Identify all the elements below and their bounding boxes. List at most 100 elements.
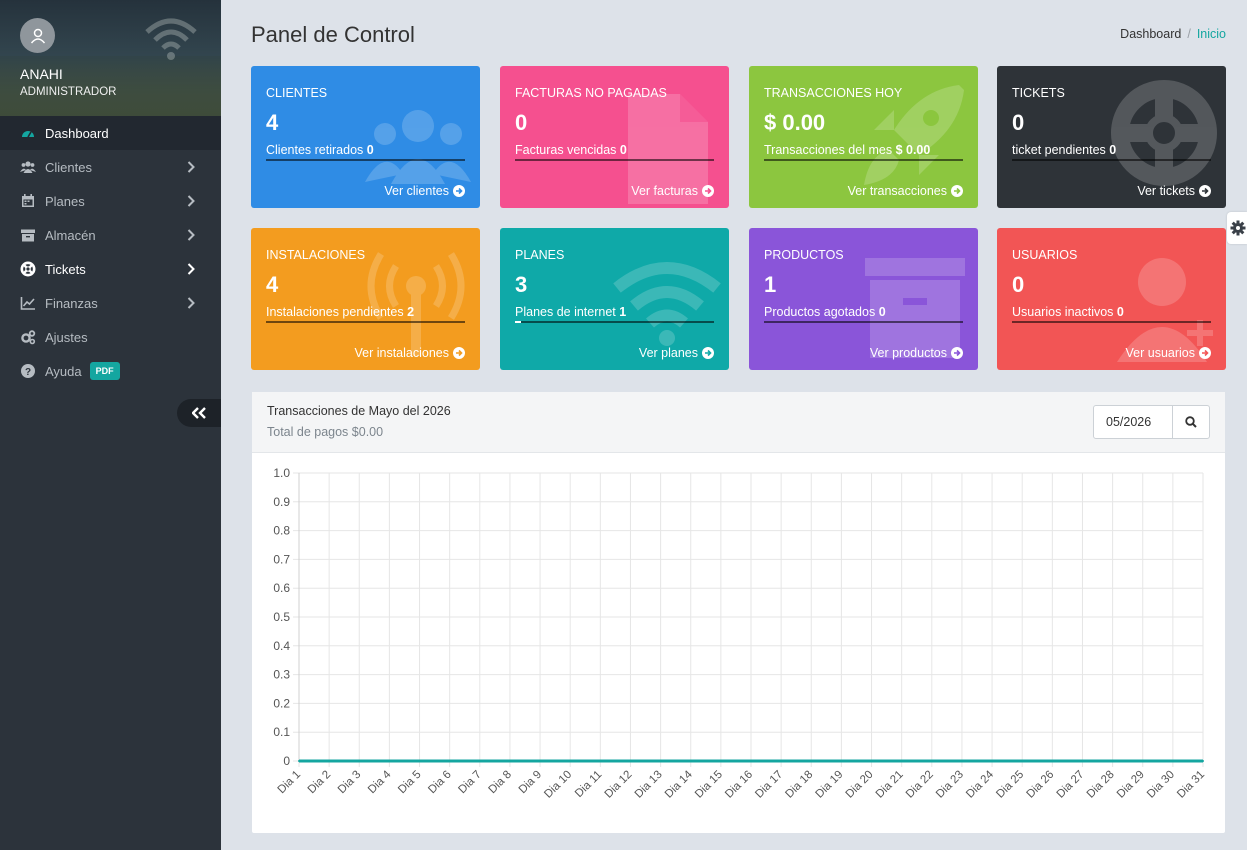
x-tick-label: Dia 14 [663,768,695,800]
card-sub-value: 0 [1109,143,1117,157]
card-title: CLIENTES [266,86,328,100]
x-tick-label: Dia 23 [934,769,966,801]
card-progress-bar [764,321,963,323]
card-transacciones-hoy: TRANSACCIONES HOY $ 0.00 Transacciones del… [749,66,978,208]
card-progress-bar [266,159,465,161]
card-subtext: Transacciones del mes $ 0.00 [764,143,930,157]
data-point [689,760,692,762]
file-icon [628,94,708,208]
chart-panel: Transacciones de Mayo del 2026 Total de … [252,392,1225,833]
card-progress-bar [1012,321,1211,323]
user-panel: ANAHI ADMINISTRADOR [0,0,221,116]
card-subtext: Instalaciones pendientes 2 [266,305,414,319]
data-point [629,760,632,762]
card-link[interactable]: Ver tickets [1137,184,1211,198]
card-link[interactable]: Ver transacciones [848,184,963,198]
data-point [1202,760,1204,762]
card-progress-bar [515,321,714,323]
card-sub-label: Planes de internet [515,305,616,319]
card-sub-label: ticket pendientes [1012,143,1106,157]
y-tick-label: 0.2 [273,696,290,710]
x-tick-label: Dia 22 [904,769,936,801]
card-progress-bar [266,321,465,323]
card-sub-value: 2 [407,305,415,319]
gears-icon [20,329,36,345]
x-tick-label: Dia 7 [456,769,483,796]
breadcrumb-separator: / [1187,27,1191,41]
card-planes: PLANES 3 Planes de internet 1 Ver planes [500,228,729,370]
y-tick-label: 0.4 [273,639,290,653]
data-point [508,760,511,762]
sidebar-item-planes[interactable]: Planes [0,184,221,218]
settings-toggle[interactable] [1227,212,1247,244]
background-image [0,56,221,116]
card-link[interactable]: Ver productos [870,346,963,360]
sidebar-item-clientes[interactable]: Clientes [0,150,221,184]
data-point [719,760,722,762]
sidebar-item-dashboard[interactable]: Dashboard [0,116,221,150]
y-tick-label: 0.1 [273,725,290,739]
sidebar-item-tickets[interactable]: Tickets [0,252,221,286]
card-progress-fill [515,321,521,323]
page-title: Panel de Control [251,22,415,47]
x-tick-label: Dia 18 [783,769,815,801]
card-sub-value: 0 [619,143,627,157]
search-button[interactable] [1172,405,1210,439]
chart-title: Transacciones de Mayo del 2026 [267,404,451,418]
x-tick-label: Dia 25 [994,769,1026,801]
y-tick-label: 0.5 [273,610,290,624]
card-sub-label: Transacciones del mes [764,143,893,157]
data-point [750,760,752,762]
card-link[interactable]: Ver clientes [384,184,465,198]
card-link[interactable]: Ver instalaciones [354,346,465,360]
x-tick-label: Dia 24 [964,768,996,800]
card-link-label: Ver productos [869,346,947,360]
breadcrumb-inicio[interactable]: Inicio [1196,27,1226,41]
card-link[interactable]: Ver planes [639,346,714,360]
card-sub-value: 1 [619,305,627,319]
collapse-sidebar-button[interactable] [177,399,221,427]
x-tick-label: Dia 28 [1085,769,1117,801]
sidebar-item-ayuda[interactable]: ? Ayuda PDF [0,354,221,388]
data-point [780,760,783,762]
card-value: 4 [266,110,279,135]
sidebar-item-label: Planes [45,193,85,209]
card-link[interactable]: Ver facturas [631,184,714,198]
data-point [1021,760,1024,762]
x-tick-label: Dia 29 [1115,769,1147,801]
card-sub-value: 0 [366,143,374,157]
card-progress-bar [515,159,714,161]
x-tick-label: Dia 3 [336,769,363,796]
x-tick-label: Dia 5 [396,769,423,796]
calendar-icon [20,193,36,209]
double-chevron-left-icon [192,407,206,419]
card-link-label: Ver instalaciones [354,346,449,360]
avatar[interactable] [20,18,55,53]
card-subtext: Usuarios inactivos 0 [1012,305,1124,319]
data-point [991,760,994,762]
x-tick-label: Dia 30 [1145,769,1177,801]
data-point [960,760,963,762]
question-icon: ? [20,363,36,379]
sidebar-item-finanzas[interactable]: Finanzas [0,286,221,320]
data-point [1111,760,1114,762]
sidebar-item-almacn[interactable]: Almacén [0,218,221,252]
card-subtext: Planes de internet 1 [515,305,626,319]
breadcrumb-dashboard[interactable]: Dashboard [1120,27,1182,41]
card-sub-label: Clientes retirados [266,143,364,157]
sidebar-item-label: Finanzas [45,295,98,311]
pdf-badge[interactable]: PDF [89,362,120,380]
x-tick-label: Dia 9 [517,769,544,796]
wifi-icon [612,258,722,353]
x-tick-label: Dia 15 [693,769,725,801]
data-point [388,760,391,762]
card-link-label: Ver tickets [1137,184,1195,198]
x-tick-label: Dia 11 [573,769,604,800]
month-input[interactable] [1093,405,1173,439]
data-point [1081,760,1084,762]
card-sub-value: 0 [1116,305,1124,319]
sidebar-item-ajustes[interactable]: Ajustes [0,320,221,354]
data-point [358,760,361,762]
card-link[interactable]: Ver usuarios [1126,346,1211,360]
